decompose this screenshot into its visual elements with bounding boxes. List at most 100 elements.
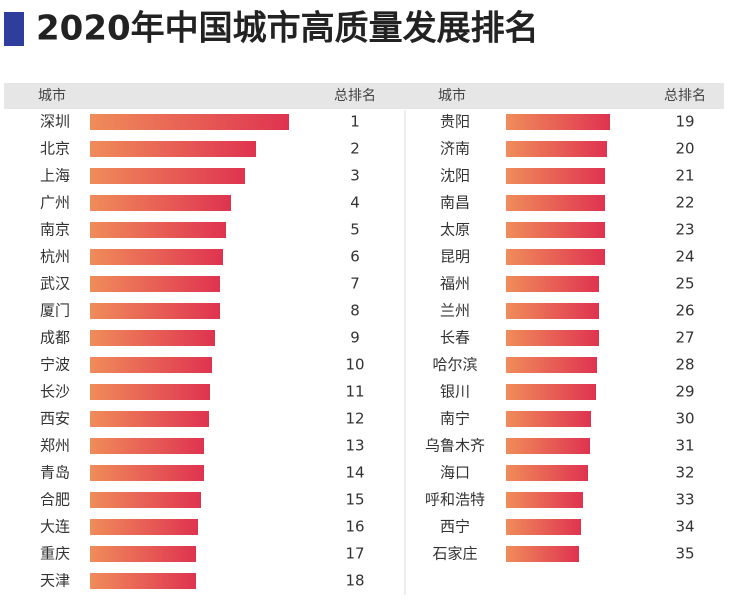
header-label: 总排名 bbox=[664, 88, 706, 104]
rank-label: 8 bbox=[350, 302, 360, 320]
header-label: 城市 bbox=[438, 87, 466, 104]
bar bbox=[90, 330, 215, 346]
rank-label: 20 bbox=[675, 140, 694, 158]
bar bbox=[90, 492, 201, 508]
city-label: 乌鲁木齐 bbox=[425, 437, 485, 455]
bar bbox=[506, 411, 591, 427]
rank-label: 32 bbox=[675, 464, 694, 482]
rank-label: 10 bbox=[345, 356, 364, 374]
rank-label: 16 bbox=[345, 518, 364, 536]
rank-label: 2 bbox=[350, 140, 360, 158]
city-label: 厦门 bbox=[40, 302, 70, 320]
city-label: 重庆 bbox=[40, 545, 70, 563]
bar bbox=[506, 168, 605, 184]
city-label: 成都 bbox=[40, 329, 70, 347]
city-label: 呼和浩特 bbox=[425, 491, 485, 509]
bar bbox=[506, 114, 610, 130]
bar bbox=[90, 411, 209, 427]
rank-label: 31 bbox=[675, 437, 694, 455]
rank-label: 25 bbox=[675, 275, 694, 293]
bar bbox=[506, 519, 581, 535]
rank-label: 12 bbox=[345, 410, 364, 428]
bar bbox=[90, 168, 245, 184]
city-label: 南宁 bbox=[440, 410, 470, 428]
city-label: 天津 bbox=[40, 572, 70, 590]
bar bbox=[90, 195, 231, 211]
bar bbox=[506, 546, 579, 562]
title-marker bbox=[4, 12, 24, 46]
bar bbox=[90, 276, 220, 292]
bar bbox=[506, 195, 605, 211]
rank-label: 30 bbox=[675, 410, 694, 428]
city-label: 大连 bbox=[40, 518, 70, 536]
rank-label: 1 bbox=[350, 113, 360, 131]
city-label: 西宁 bbox=[440, 518, 470, 536]
city-label: 上海 bbox=[40, 167, 70, 185]
bar bbox=[90, 546, 196, 562]
bar bbox=[90, 303, 220, 319]
rank-label: 7 bbox=[350, 275, 360, 293]
rank-label: 21 bbox=[675, 167, 694, 185]
bar bbox=[90, 357, 212, 373]
rank-label: 11 bbox=[345, 383, 364, 401]
rank-label: 29 bbox=[675, 383, 694, 401]
bar bbox=[506, 357, 597, 373]
rank-label: 15 bbox=[345, 491, 364, 509]
rank-label: 27 bbox=[675, 329, 694, 347]
rank-label: 22 bbox=[675, 194, 694, 212]
city-label: 北京 bbox=[40, 140, 70, 158]
rank-label: 34 bbox=[675, 518, 694, 536]
rank-label: 17 bbox=[345, 545, 364, 563]
rank-label: 35 bbox=[675, 545, 694, 563]
page-title: 2020年中国城市高质量发展排名 bbox=[36, 9, 539, 49]
city-label: 兰州 bbox=[440, 302, 470, 320]
city-label: 太原 bbox=[440, 221, 470, 239]
rank-label: 14 bbox=[345, 464, 364, 482]
bar bbox=[90, 384, 210, 400]
city-label: 郑州 bbox=[40, 437, 70, 455]
city-label: 贵阳 bbox=[440, 113, 470, 131]
header-band bbox=[4, 83, 724, 109]
city-label: 宁波 bbox=[40, 356, 70, 374]
bar bbox=[90, 141, 256, 157]
city-label: 银川 bbox=[440, 383, 470, 401]
bar bbox=[90, 249, 223, 265]
bar bbox=[90, 114, 289, 130]
city-label: 长沙 bbox=[40, 383, 70, 401]
rank-label: 9 bbox=[350, 329, 360, 347]
bar bbox=[506, 438, 590, 454]
bar bbox=[506, 141, 607, 157]
city-label: 昆明 bbox=[440, 248, 470, 266]
city-label: 合肥 bbox=[40, 491, 70, 509]
city-label: 沈阳 bbox=[440, 167, 470, 185]
header-label: 总排名 bbox=[334, 88, 376, 104]
rank-label: 24 bbox=[675, 248, 694, 266]
bar bbox=[90, 573, 196, 589]
rank-label: 4 bbox=[350, 194, 360, 212]
city-label: 海口 bbox=[440, 464, 470, 482]
city-label: 福州 bbox=[440, 275, 470, 293]
city-label: 长春 bbox=[440, 329, 470, 347]
bar bbox=[90, 465, 204, 481]
bar bbox=[90, 222, 226, 238]
city-label: 深圳 bbox=[40, 113, 70, 131]
bar bbox=[506, 303, 599, 319]
city-label: 南京 bbox=[40, 221, 70, 239]
rank-label: 3 bbox=[350, 167, 360, 185]
bar bbox=[90, 519, 198, 535]
rank-label: 6 bbox=[350, 248, 360, 266]
bar bbox=[90, 438, 204, 454]
city-label: 哈尔滨 bbox=[432, 356, 477, 374]
city-label: 济南 bbox=[440, 140, 470, 158]
header-label: 城市 bbox=[38, 87, 66, 104]
rank-label: 18 bbox=[345, 572, 364, 590]
rank-label: 26 bbox=[675, 302, 694, 320]
city-label: 青岛 bbox=[40, 464, 70, 482]
city-label: 武汉 bbox=[40, 275, 70, 293]
city-label: 南昌 bbox=[440, 194, 470, 212]
bar bbox=[506, 330, 599, 346]
bar bbox=[506, 249, 605, 265]
rank-label: 13 bbox=[345, 437, 364, 455]
bar bbox=[506, 222, 605, 238]
